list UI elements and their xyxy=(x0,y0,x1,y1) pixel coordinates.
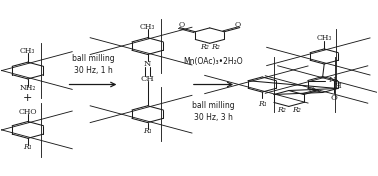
Text: 30 Hz, 3 h: 30 Hz, 3 h xyxy=(194,113,233,122)
Text: R₂: R₂ xyxy=(200,43,209,51)
Text: ball milling: ball milling xyxy=(72,54,114,63)
Text: ball milling: ball milling xyxy=(192,101,235,110)
Text: CH₃: CH₃ xyxy=(316,34,332,42)
Text: CH₃: CH₃ xyxy=(140,23,155,31)
Text: CHO: CHO xyxy=(19,108,37,116)
Text: O: O xyxy=(235,21,241,29)
Text: N: N xyxy=(144,60,151,68)
Text: R₂: R₂ xyxy=(292,106,301,114)
Text: R₁: R₁ xyxy=(23,143,32,151)
Text: CH: CH xyxy=(141,75,155,83)
Text: O: O xyxy=(331,94,338,102)
Text: CH₃: CH₃ xyxy=(20,47,36,55)
Text: NH₂: NH₂ xyxy=(20,84,36,92)
Text: R₁: R₁ xyxy=(258,100,266,108)
Text: R₁: R₁ xyxy=(143,127,152,135)
Text: N: N xyxy=(328,76,336,84)
Text: H: H xyxy=(335,81,341,90)
Text: R₂: R₂ xyxy=(211,43,220,51)
Text: 30 Hz, 1 h: 30 Hz, 1 h xyxy=(74,66,112,75)
Text: O: O xyxy=(309,86,315,94)
Text: R₂: R₂ xyxy=(277,106,286,114)
Text: O: O xyxy=(178,21,184,29)
Text: Mn(OAc)₃•2H₂O: Mn(OAc)₃•2H₂O xyxy=(184,57,243,66)
Text: +: + xyxy=(23,93,33,103)
